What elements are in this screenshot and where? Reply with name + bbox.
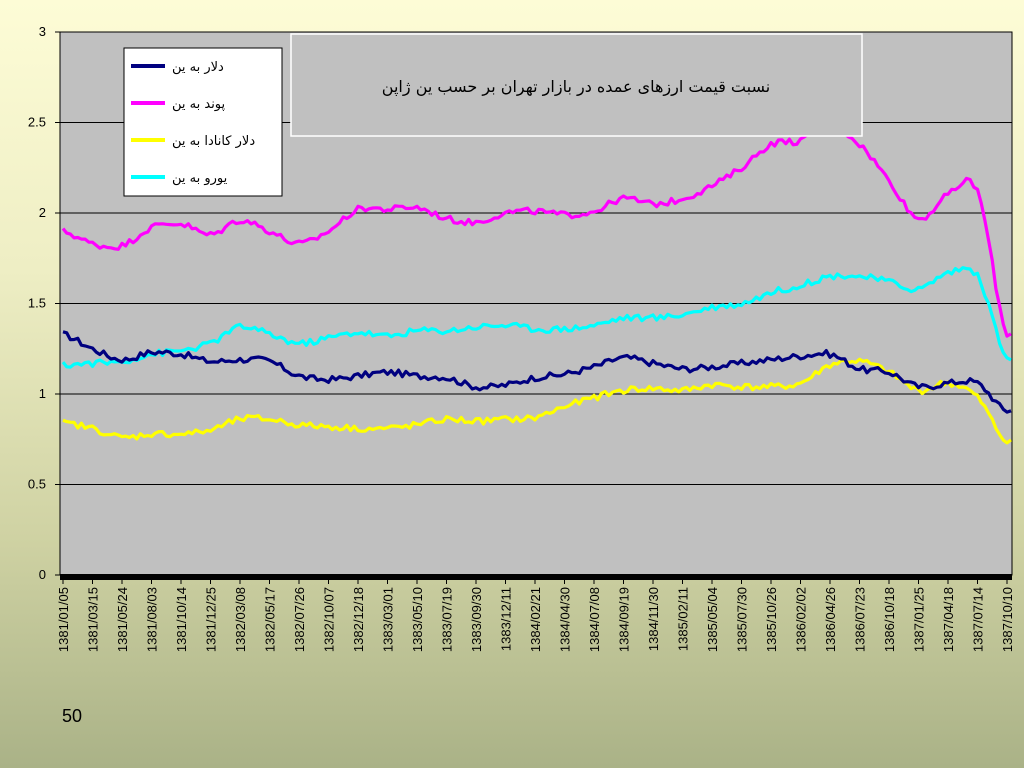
- y-tick-label: 0.5: [28, 477, 46, 492]
- legend: دلار به ین پوند به ین دلار کانادا به ین یور…: [123, 47, 283, 197]
- x-tick-label: 1385/10/26: [764, 587, 779, 652]
- legend-label: دلار به ین: [172, 60, 224, 75]
- x-axis-ticks: 1381/01/05 1381/03/15 1381/05/24 1381/08/03…: [56, 580, 1015, 652]
- x-tick-label: 1382/05/17: [263, 587, 278, 652]
- y-tick-label: 2.5: [28, 115, 46, 130]
- x-axis-line: [60, 574, 1012, 580]
- x-tick-label: 1383/09/30: [469, 587, 484, 652]
- x-tick-label: 1381/08/03: [145, 587, 160, 652]
- x-tick-label: 1386/02/02: [794, 587, 809, 652]
- x-tick-label: 1386/07/23: [853, 587, 868, 652]
- x-tick-label: 1382/12/18: [351, 587, 366, 652]
- x-tick-label: 1387/10/10: [1000, 587, 1015, 652]
- x-tick-label: 1384/04/30: [558, 587, 573, 652]
- x-tick-label: 1383/07/19: [440, 587, 455, 652]
- series-line: [62, 357, 1012, 445]
- x-tick-label: 1383/03/01: [381, 587, 396, 652]
- chart-title-box: نسبت قیمت ارزهای عمده در بازار تهران بر …: [290, 33, 863, 137]
- y-tick-label: 2: [39, 205, 46, 220]
- legend-label: پوند به ین: [172, 97, 226, 112]
- series-lines: [61, 122, 1012, 445]
- y-axis-ticks: 0 0.5 1 1.5 2 2.5 3: [28, 24, 60, 582]
- x-tick-label: 1381/03/15: [86, 587, 101, 652]
- x-tick-label: 1383/05/10: [410, 587, 425, 652]
- title-box: [290, 33, 863, 137]
- legend-label: دلار کانادا به ین: [172, 134, 255, 149]
- slide-page-number: 50: [62, 706, 83, 726]
- x-tick-label: 1385/05/04: [705, 587, 720, 652]
- x-tick-label: 1381/10/14: [174, 587, 189, 652]
- y-tick-label: 0: [39, 567, 46, 582]
- x-tick-label: 1382/03/08: [233, 587, 248, 652]
- y-tick-label: 3: [39, 24, 46, 39]
- x-tick-label: 1382/10/07: [322, 587, 337, 652]
- y-tick-label: 1.5: [28, 296, 46, 311]
- x-tick-label: 1384/02/21: [528, 587, 543, 652]
- legend-label: یورو به ین: [172, 171, 228, 186]
- series-line: [61, 266, 1012, 369]
- x-tick-label: 1384/09/19: [617, 587, 632, 652]
- x-tick-label: 1385/07/30: [735, 587, 750, 652]
- x-tick-label: 1383/12/11: [499, 587, 514, 651]
- y-tick-label: 1: [39, 386, 46, 401]
- x-tick-label: 1387/01/25: [912, 587, 927, 652]
- x-tick-label: 1381/01/05: [56, 587, 71, 652]
- series-line: [61, 122, 1012, 338]
- x-tick-label: 1381/05/24: [115, 587, 130, 652]
- x-tick-label: 1385/02/11: [676, 587, 691, 651]
- legend-box: [123, 47, 283, 197]
- x-tick-label: 1387/04/18: [941, 587, 956, 652]
- x-tick-label: 1386/10/18: [882, 587, 897, 652]
- chart-title: نسبت قیمت ارزهای عمده در بازار تهران بر …: [382, 77, 770, 97]
- x-tick-label: 1384/11/30: [646, 587, 661, 651]
- x-tick-label: 1384/07/08: [587, 587, 602, 652]
- x-tick-label: 1381/12/25: [204, 587, 219, 652]
- x-tick-label: 1382/07/26: [292, 587, 307, 652]
- x-tick-label: 1387/07/14: [971, 587, 986, 652]
- x-tick-label: 1386/04/26: [823, 587, 838, 652]
- series-line: [62, 330, 1012, 414]
